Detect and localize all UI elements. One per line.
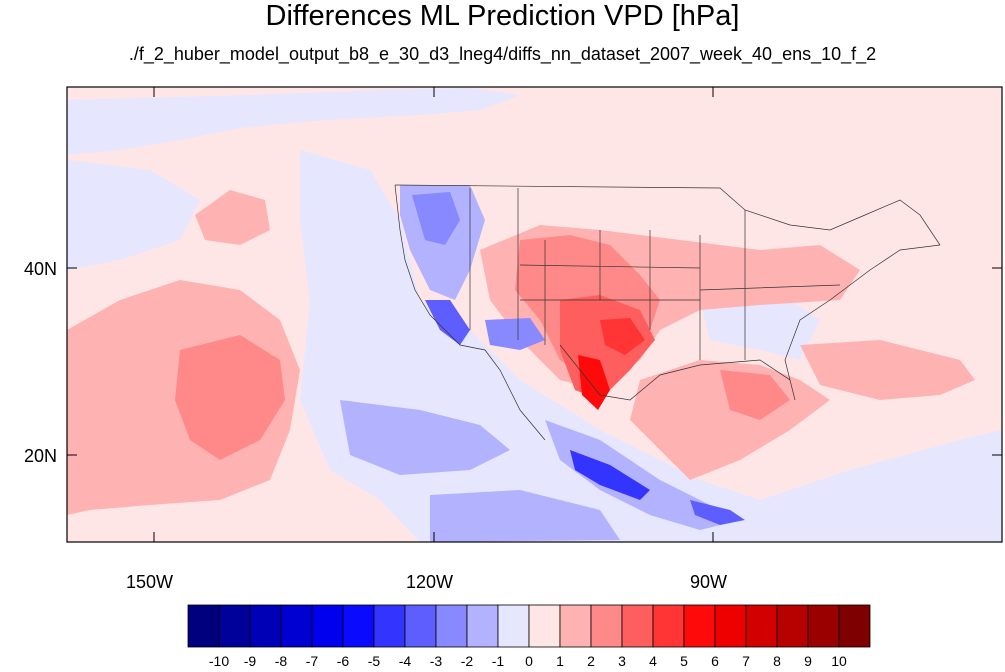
state-lines — [469, 188, 841, 360]
colorbar-tick-label: 4 — [649, 653, 657, 669]
colorbar-tick-label: -6 — [336, 653, 350, 669]
colorbar-tick-label: -10 — [208, 653, 230, 669]
colorbar-box — [776, 604, 809, 648]
contour-neg3-nw — [412, 192, 460, 245]
lon-label-120w: 120W — [406, 572, 454, 592]
colorbar-box — [652, 604, 685, 648]
colorbar-tick-label: -5 — [367, 653, 381, 669]
colorbar-box — [528, 604, 561, 648]
contour-neg1-east — [700, 300, 820, 360]
colorbar-box — [187, 604, 220, 648]
colorbar-tick-label: 10 — [831, 653, 847, 669]
colorbar-tick-label: 1 — [556, 653, 564, 669]
contour-neg2-ocean — [340, 400, 510, 475]
colorbar-box — [373, 604, 406, 648]
colorbar-tick-label: 3 — [618, 653, 626, 669]
contour-neg4-central-am — [690, 500, 745, 525]
colorbar-box — [311, 604, 344, 648]
colorbar-tick-label: 9 — [804, 653, 812, 669]
contour-neg5-mexico — [570, 450, 650, 500]
contour-pos1-atlantic — [800, 340, 975, 400]
colorbar-box — [466, 604, 499, 648]
colorbar-tick-label: -4 — [398, 653, 412, 669]
colorbar-box — [497, 604, 530, 648]
colorbar-tick-label: -1 — [491, 653, 505, 669]
colorbar-box — [342, 604, 375, 648]
contour-field — [67, 87, 1002, 542]
colorbar-tick-label: -3 — [429, 653, 443, 669]
colorbar-box — [838, 604, 871, 648]
colorbar-box — [683, 604, 716, 648]
boundary-lines — [394, 184, 941, 441]
lon-label-90w: 90W — [690, 572, 728, 592]
gulf-coast — [559, 244, 941, 401]
contour-pos1-blob — [195, 190, 270, 245]
colorbar-box — [807, 604, 840, 648]
colorbar — [187, 604, 871, 648]
contour-pos3-gulf — [720, 370, 790, 420]
lon-label-150w: 150W — [126, 572, 174, 592]
axis-ticks — [67, 87, 1002, 542]
lat-label-40n: 40N — [24, 259, 58, 279]
colorbar-box — [559, 604, 592, 648]
contour-neg4-ca — [425, 300, 470, 345]
colorbar-tick-label: 7 — [742, 653, 750, 669]
contour-pos6-texas — [600, 318, 645, 355]
lat-label-20n: 20N — [24, 446, 58, 466]
colorbar-box — [714, 604, 747, 648]
contour-neg1-north — [67, 88, 520, 155]
west-coast — [394, 184, 546, 441]
colorbar-box — [404, 604, 437, 648]
colorbar-box — [745, 604, 778, 648]
colorbar-box — [249, 604, 282, 648]
colorbar-tick-label: 0 — [525, 653, 533, 669]
colorbar-box — [590, 604, 623, 648]
contour-pos7-core — [578, 355, 610, 410]
us-canada-border — [394, 184, 941, 246]
chart-subtitle: ./f_2_huber_model_output_b8_e_30_d3_lneg… — [128, 44, 877, 64]
map-frame — [66, 86, 1003, 543]
colorbar-tick-label: 8 — [773, 653, 781, 669]
chart-title: Differences ML Prediction VPD [hPa] — [265, 0, 740, 32]
colorbar-tick-label: -8 — [274, 653, 288, 669]
contour-pos3-pacific — [175, 335, 285, 460]
colorbar-tick-label: 6 — [711, 653, 719, 669]
colorbar-tick-label: -2 — [460, 653, 474, 669]
contour-neg1-west — [67, 160, 200, 270]
colorbar-tick-label: -9 — [243, 653, 257, 669]
colorbar-tick-label: -7 — [305, 653, 319, 669]
contour-neg3-az — [485, 318, 545, 350]
contour-neg2-south — [430, 490, 620, 542]
colorbar-box — [218, 604, 251, 648]
colorbar-tick-label: 5 — [680, 653, 688, 669]
colorbar-box — [621, 604, 654, 648]
colorbar-box — [280, 604, 313, 648]
colorbar-tick-label: 2 — [587, 653, 595, 669]
colorbar-box — [435, 604, 468, 648]
